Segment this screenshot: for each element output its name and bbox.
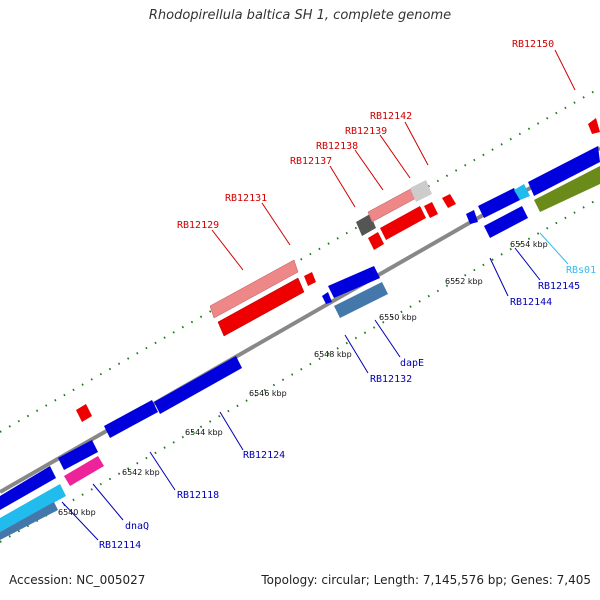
callout-RBs01	[539, 232, 569, 265]
label-RB12137: RB12137	[290, 156, 332, 167]
label-RB12131: RB12131	[225, 193, 267, 204]
label-RB12139: RB12139	[345, 126, 387, 137]
gene-red-marker-1	[442, 194, 456, 208]
callout-RB12131	[261, 202, 291, 246]
gene-RB12145-blue	[484, 206, 528, 238]
gene-red-short-1	[424, 202, 438, 218]
gene-dapE-steel	[334, 282, 388, 318]
callout-RB12132	[344, 334, 369, 374]
gene-steel-left	[0, 502, 58, 540]
gene-blue-small-arrow	[322, 292, 332, 304]
label-RB12145: RB12145	[538, 281, 580, 292]
callout-RB12118	[149, 451, 176, 491]
gene-blue-right	[528, 146, 600, 196]
scale-label-6550: 6550 kbp	[379, 313, 417, 322]
gene-blue-small-2	[466, 210, 478, 224]
label-RBs01: RBs01	[566, 265, 596, 276]
callout-dapE	[374, 319, 401, 358]
gene-RB12129-arrow	[209, 259, 299, 319]
callout-RB12138	[354, 149, 384, 191]
callout-dnaQ	[92, 483, 124, 521]
label-RB12118: RB12118	[177, 490, 219, 501]
scale-label-6540: 6540 kbp	[58, 508, 96, 517]
gene-RBs01-cyan	[514, 184, 530, 200]
scale-label-6542: 6542 kbp	[122, 468, 160, 477]
gene-RB12132-blue	[328, 266, 380, 298]
callout-RB12144	[489, 257, 509, 297]
gene-bottom-blue-left	[0, 466, 56, 510]
gene-small-red-1	[304, 272, 316, 286]
callout-RB12129	[211, 229, 244, 271]
genome-summary-text: Topology: circular; Length: 7,145,576 bp…	[261, 573, 591, 587]
callout-RB12142	[404, 121, 429, 166]
gene-RB12150-marker	[588, 118, 600, 134]
callout-RB12124	[219, 411, 244, 451]
scale-label-6548: 6548 kbp	[314, 350, 352, 359]
scale-label-6554: 6554 kbp	[510, 240, 548, 249]
bottom-strand-features	[0, 146, 600, 540]
scale-label-6552: 6552 kbp	[445, 277, 483, 286]
top-tick-row	[0, 87, 600, 433]
label-dapE: dapE	[400, 358, 424, 369]
gene-RB12118-blue	[58, 440, 98, 470]
callout-RB12145	[514, 247, 541, 281]
callout-RB12150	[554, 49, 576, 91]
callout-RB12137	[329, 165, 356, 208]
gene-red-long-1	[380, 206, 426, 240]
label-dnaQ: dnaQ	[125, 521, 149, 532]
callout-RB12114	[61, 501, 99, 541]
gene-blue-mid-1	[104, 400, 158, 438]
scale-label-6546: 6546 kbp	[249, 389, 287, 398]
map-title: Rhodopirellula baltica SH 1, complete ge…	[148, 8, 452, 23]
gene-RB12114-cyan	[0, 484, 66, 532]
top-strand-features	[76, 118, 600, 422]
label-RB12142: RB12142	[370, 111, 412, 122]
label-RB12129: RB12129	[177, 220, 219, 231]
gene-dnaQ-magenta	[64, 456, 104, 486]
label-RB12138: RB12138	[316, 141, 358, 152]
label-RB12114: RB12114	[99, 540, 141, 551]
gene-red-marker-2	[76, 404, 92, 422]
label-RB12150: RB12150	[512, 39, 554, 50]
accession-text: Accession: NC_005027	[9, 573, 146, 587]
gene-RB12142-arrow	[368, 232, 384, 250]
callout-RB12139	[379, 134, 411, 179]
gene-RB12124-blue	[154, 356, 242, 414]
label-RB12132: RB12132	[370, 374, 412, 385]
label-RB12144: RB12144	[510, 297, 552, 308]
bottom-tick-row	[0, 197, 600, 543]
gene-olive-right	[534, 166, 600, 212]
callout-lines	[61, 49, 576, 541]
gene-RB12144-blue	[478, 188, 520, 218]
scale-label-6544: 6544 kbp	[185, 428, 223, 437]
label-RB12124: RB12124	[243, 450, 285, 461]
gene-RB12131-arrow	[217, 277, 305, 337]
gene-RB12139-arrow	[410, 180, 432, 202]
